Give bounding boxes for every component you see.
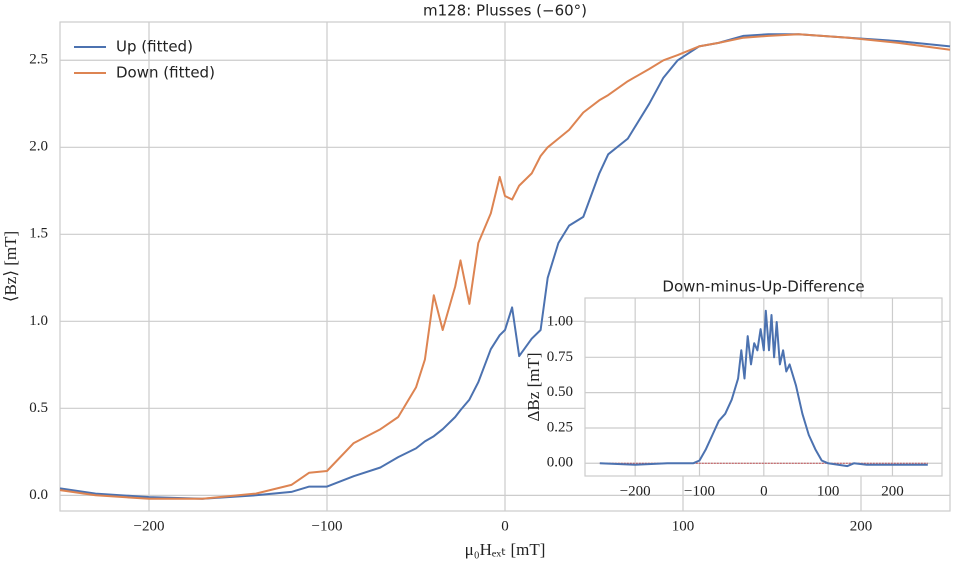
x-tick-label: 200 <box>881 483 904 499</box>
y-tick-label: 0.5 <box>29 400 48 416</box>
x-tick-label: 0 <box>501 518 509 534</box>
y-tick-label: 0.25 <box>547 419 573 435</box>
y-tick-label: 0.75 <box>547 349 573 365</box>
y-tick-label: 0.0 <box>29 487 48 503</box>
chart-title: m128: Plusses (−60°) <box>423 2 587 20</box>
data-line <box>599 309 928 468</box>
y-tick-label: 1.5 <box>29 226 48 242</box>
y-tick-label: 1.0 <box>29 313 48 329</box>
x-tick-label: 100 <box>817 483 840 499</box>
y-tick-label: 2.5 <box>29 52 48 68</box>
y-axis-label: ⟨Bz⟩ [mT] <box>1 231 20 302</box>
x-axis-label: μ₀Hₑₓₜ [mT] <box>465 540 546 559</box>
y-axis-label: ΔBz [mT] <box>524 353 543 422</box>
y-tick-label: 0.00 <box>547 455 573 471</box>
legend-label: Up (fitted) <box>116 38 193 56</box>
data-line <box>59 33 951 500</box>
x-tick-label: −100 <box>312 518 343 534</box>
legend-label: Down (fitted) <box>116 64 215 82</box>
x-tick-label: −100 <box>684 483 715 499</box>
y-tick-label: 0.50 <box>547 384 573 400</box>
x-tick-label: −200 <box>620 483 651 499</box>
x-tick-label: 0 <box>760 483 768 499</box>
chart-title: Down-minus-Up-Difference <box>662 278 864 296</box>
x-tick-label: −200 <box>134 518 165 534</box>
x-tick-label: 100 <box>672 518 695 534</box>
y-tick-label: 2.0 <box>29 139 48 155</box>
y-tick-label: 1.00 <box>547 313 573 329</box>
x-tick-label: 200 <box>850 518 873 534</box>
